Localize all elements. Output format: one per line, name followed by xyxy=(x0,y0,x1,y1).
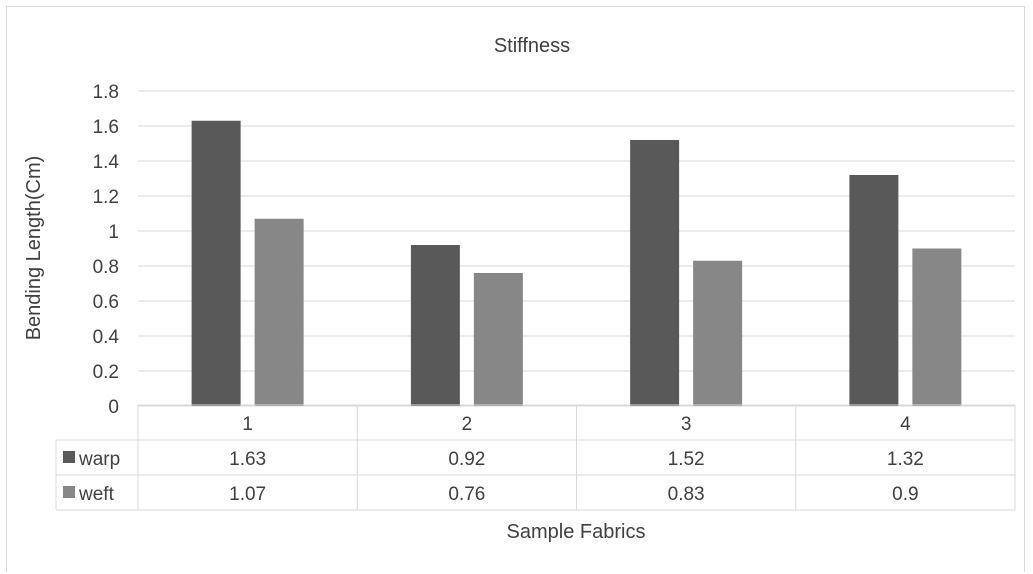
x-tick-label: 4 xyxy=(900,414,911,435)
bar-warp-1 xyxy=(191,120,241,406)
legend-label-warp: warp xyxy=(78,449,120,470)
legend-swatch-warp xyxy=(63,451,75,463)
y-tick-label: 1.6 xyxy=(93,117,119,138)
y-tick-label: 0 xyxy=(108,397,119,418)
bars xyxy=(191,120,962,406)
data-label: 0.9 xyxy=(892,484,918,505)
y-tick-label: 1.2 xyxy=(93,187,119,208)
bar-weft-1 xyxy=(254,218,304,406)
bar-warp-4 xyxy=(849,175,899,406)
y-tick-label: 0.8 xyxy=(93,257,119,278)
bar-weft-2 xyxy=(473,273,523,406)
data-label: 0.92 xyxy=(448,449,485,470)
x-tick-label: 3 xyxy=(681,414,692,435)
x-axis-label: Sample Fabrics xyxy=(507,521,646,543)
legend-swatch-weft xyxy=(63,486,75,498)
bar-weft-4 xyxy=(912,248,962,406)
data-label: 1.07 xyxy=(229,484,266,505)
x-tick-label: 1 xyxy=(242,414,253,435)
y-tick-label: 0.6 xyxy=(93,292,119,313)
x-tick-label: 2 xyxy=(462,414,473,435)
y-axis-ticks: 0 0.2 0.4 0.6 0.8 1 1.2 1.4 1.6 1.8 xyxy=(93,82,120,418)
data-label: 0.76 xyxy=(448,484,485,505)
y-tick-label: 0.2 xyxy=(93,362,119,383)
chart-title: Stiffness xyxy=(494,35,570,57)
bar-weft-3 xyxy=(693,260,743,406)
y-tick-label: 0.4 xyxy=(93,327,120,348)
y-tick-label: 1 xyxy=(108,222,119,243)
bar-warp-3 xyxy=(630,140,680,406)
y-tick-label: 1.4 xyxy=(93,152,120,173)
data-label: 0.83 xyxy=(668,484,705,505)
data-label: 1.32 xyxy=(887,449,924,470)
data-label: 1.52 xyxy=(668,449,705,470)
chart-frame xyxy=(6,6,1025,572)
y-axis-label: Bending Length(Cm) xyxy=(23,156,45,341)
data-label: 1.63 xyxy=(229,449,266,470)
y-tick-label: 1.8 xyxy=(93,82,119,103)
bar-warp-2 xyxy=(410,245,460,406)
data-table: 1 2 3 4 warp 1.63 0.92 1.52 1.32 weft 1.07 0.76 0.83… xyxy=(55,404,1016,511)
legend-label-weft: weft xyxy=(78,484,115,505)
